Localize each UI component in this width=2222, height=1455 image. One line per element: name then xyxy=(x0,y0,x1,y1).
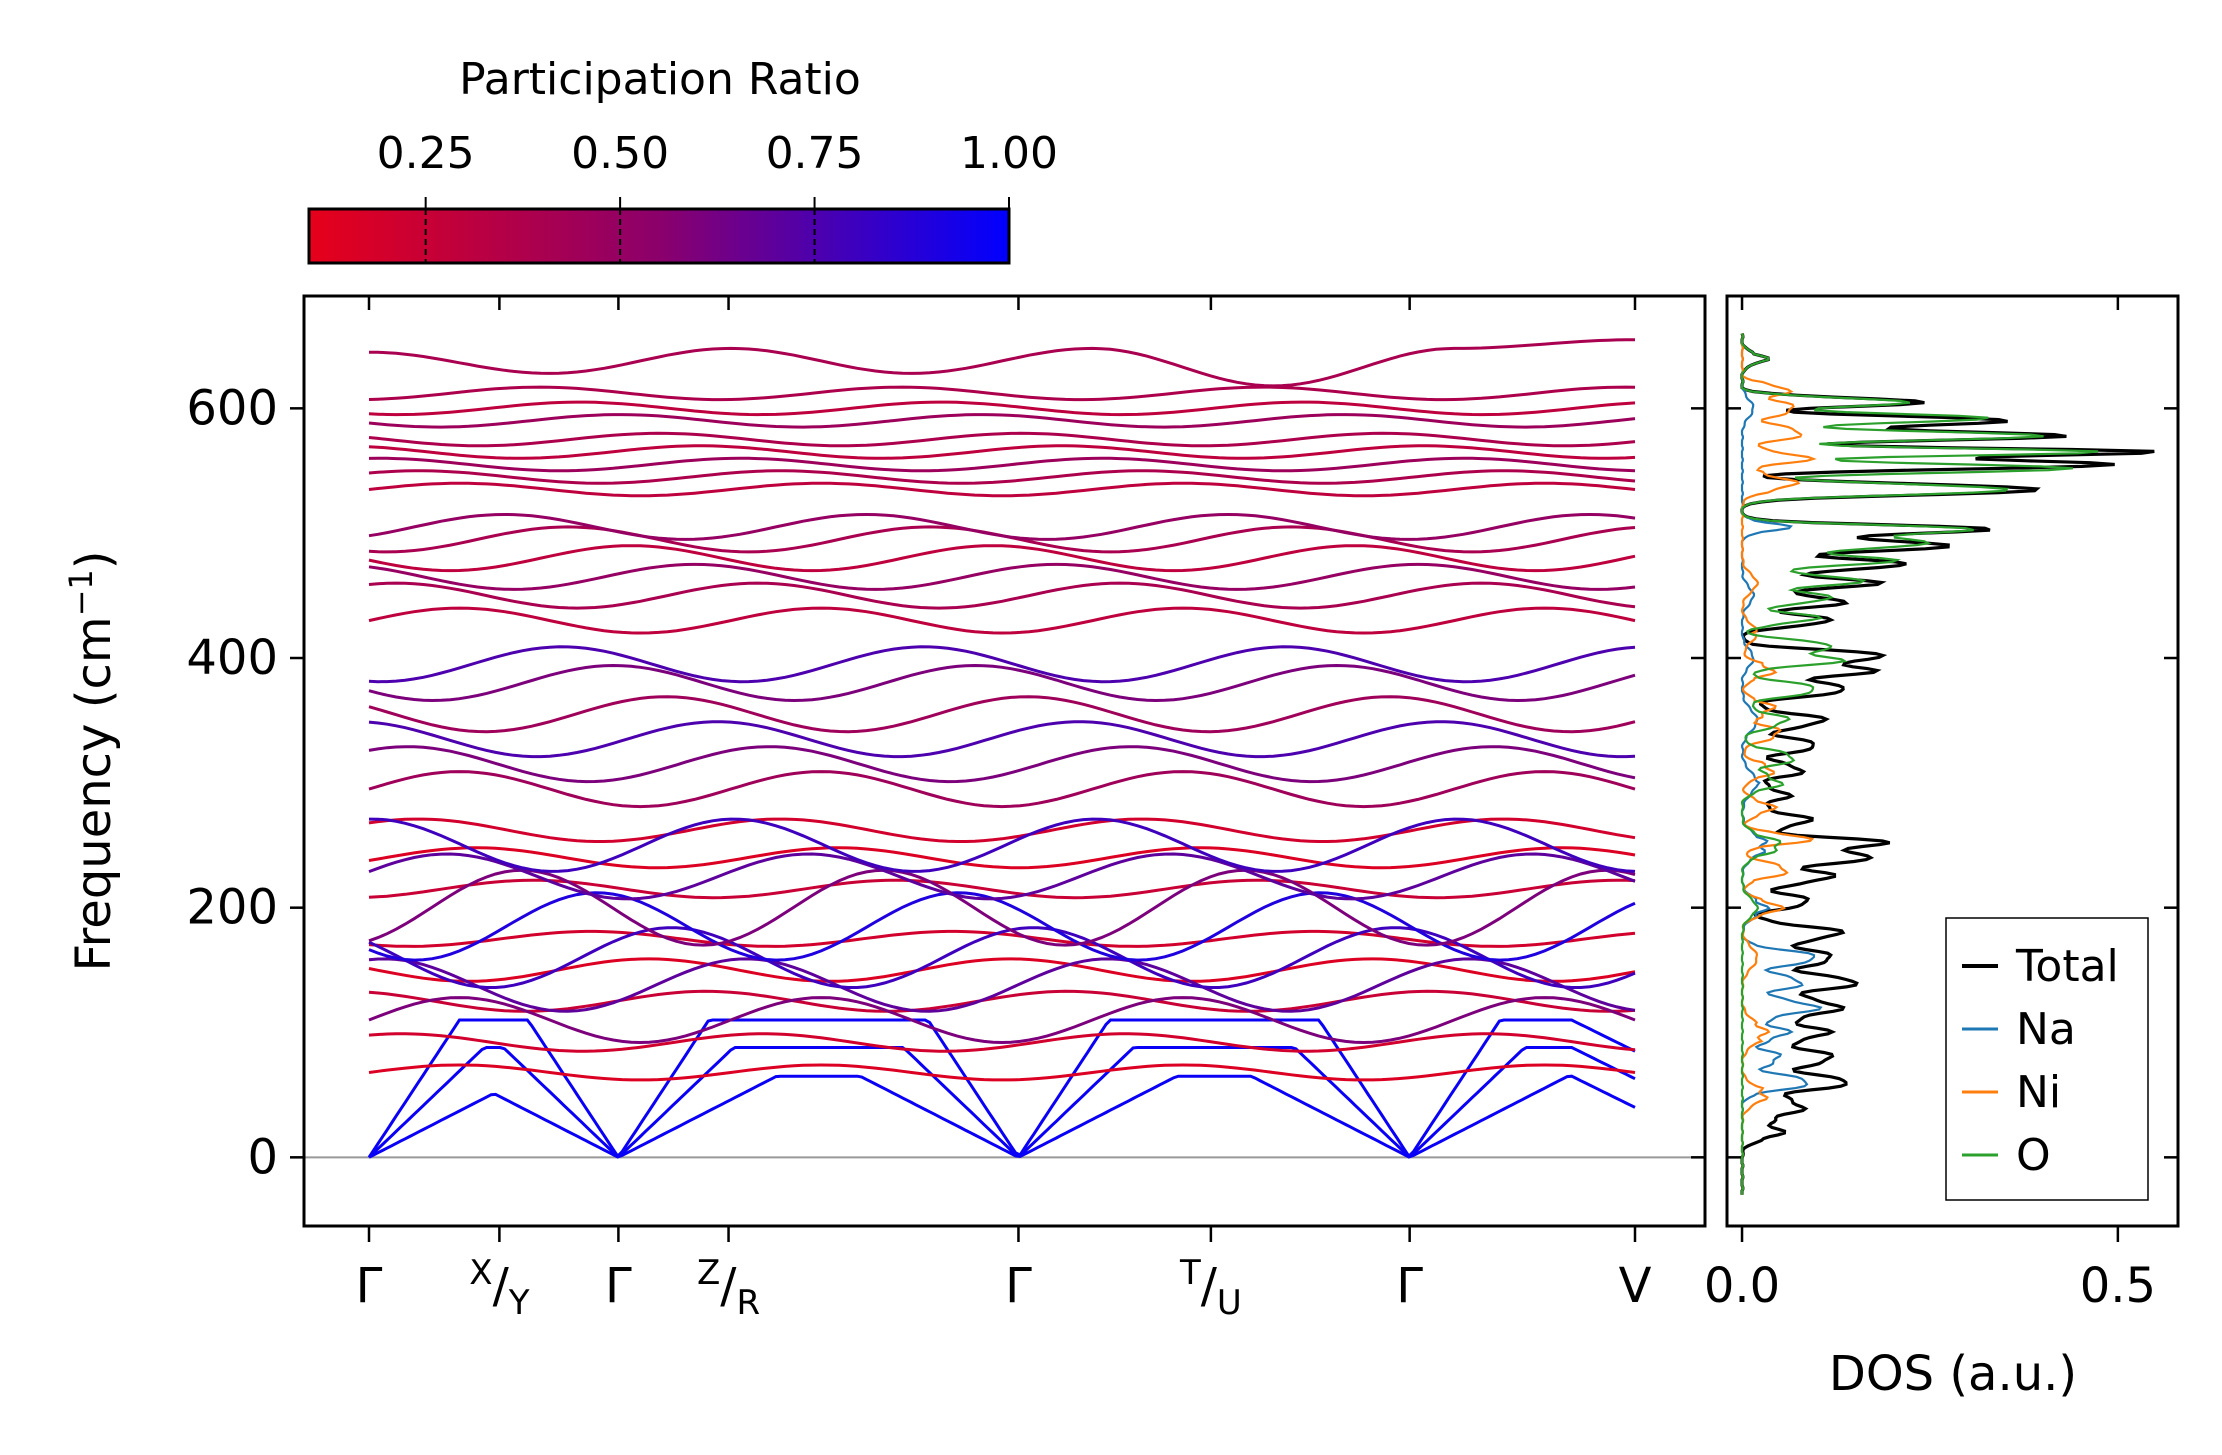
optical-band-top xyxy=(368,431,1636,448)
highest-band xyxy=(368,338,1635,388)
optical-band-low-pr xyxy=(368,817,1636,843)
high-symmetry-label: X/Y xyxy=(469,1253,529,1323)
colorbar-tick-label: 0.50 xyxy=(571,128,669,179)
optical-band-top xyxy=(368,444,1636,460)
acoustic-band xyxy=(367,1018,1636,1159)
dos-line-ni xyxy=(1740,333,1817,1195)
high-symmetry-label-sub: R xyxy=(736,1283,760,1323)
high-symmetry-label: T/U xyxy=(1179,1253,1242,1323)
optical-band-top xyxy=(368,456,1636,473)
optical-band-mid xyxy=(368,645,1636,684)
optical-band-low-pr xyxy=(368,846,1636,870)
optical-band-top xyxy=(368,481,1636,498)
legend-label: O xyxy=(2016,1130,2051,1181)
y-axis-label-close: ) xyxy=(66,550,122,569)
high-symmetry-label-sup: T xyxy=(1179,1253,1201,1293)
high-symmetry-label-slash: / xyxy=(493,1258,510,1314)
y-axis-label: Frequency (cm−1) xyxy=(62,550,122,971)
high-symmetry-label: Z/R xyxy=(697,1253,760,1323)
optical-band-top xyxy=(368,385,1636,402)
colorbar-title: Participation Ratio xyxy=(459,54,861,105)
optical-band-mid xyxy=(368,695,1636,734)
optical-band-upper xyxy=(368,581,1636,610)
colorbar-tick-label: 0.75 xyxy=(766,128,864,179)
high-symmetry-label-slash: / xyxy=(1201,1258,1218,1314)
optical-band-mixed-pr xyxy=(368,891,1636,962)
optical-band-low-pr xyxy=(368,929,1636,948)
legend-label: Ni xyxy=(2016,1067,2061,1118)
optical-band-low-pr xyxy=(368,1063,1636,1082)
optical-band-mid xyxy=(368,770,1636,809)
y-tick-label: 600 xyxy=(186,380,278,436)
dos-plot-frame xyxy=(1725,294,2180,1228)
high-symmetry-label-sup: X xyxy=(469,1253,492,1293)
dos-panel: 0.0 0.5 DOS (a.u.) Total Na Ni O xyxy=(1704,294,2180,1402)
high-symmetry-label-sub: U xyxy=(1217,1283,1242,1323)
high-symmetry-label-sub: Y xyxy=(508,1283,530,1323)
optical-band-top xyxy=(368,469,1636,485)
optical-band-mid xyxy=(368,720,1636,759)
acoustic-band xyxy=(367,1046,1636,1159)
optical-band-mixed-pr xyxy=(368,852,1636,901)
high-symmetry-label-slash: / xyxy=(720,1258,737,1314)
dos-legend: Total Na Ni O xyxy=(1945,917,2149,1201)
dos-x-tick-label: 0.5 xyxy=(2080,1258,2156,1314)
band-plot-frame xyxy=(302,294,1707,1228)
acoustic-band xyxy=(368,1074,1636,1159)
optical-band-mixed-pr xyxy=(368,996,1636,1045)
optical-band-top xyxy=(368,400,1636,417)
optical-band-low-pr xyxy=(368,878,1636,900)
y-tick-label: 200 xyxy=(186,880,278,936)
optical-band-mixed-pr xyxy=(368,868,1636,947)
colorbar-tick-label: 0.25 xyxy=(377,128,475,179)
colorbar-gradient xyxy=(307,207,1011,265)
optical-band-low-pr xyxy=(368,957,1636,983)
optical-band-mixed-pr xyxy=(368,926,1636,989)
optical-band-upper xyxy=(368,606,1636,635)
optical-band-low-pr xyxy=(368,1032,1636,1053)
high-symmetry-label: Γ xyxy=(1396,1258,1423,1314)
dos-x-tick-label: 0.0 xyxy=(1704,1258,1780,1314)
high-symmetry-label: V xyxy=(1619,1258,1652,1314)
dos-line-total xyxy=(1740,332,2155,1195)
high-symmetry-label: Γ xyxy=(1005,1258,1032,1314)
high-symmetry-label: Γ xyxy=(356,1258,383,1314)
optical-band-upper xyxy=(368,562,1636,591)
colorbar: Participation Ratio 0.25 0.50 0.75 1.00 xyxy=(307,54,1058,265)
y-axis-label-main: Frequency (cm xyxy=(66,616,122,971)
optical-band-mixed-pr xyxy=(368,957,1636,1013)
optical-band-low-pr xyxy=(368,989,1636,1013)
dos-x-axis-label: DOS (a.u.) xyxy=(1829,1346,2077,1402)
optical-band-top xyxy=(368,413,1636,429)
dos-line-o xyxy=(1740,333,2099,1195)
optical-band-upper xyxy=(368,544,1636,573)
y-tick-label: 0 xyxy=(247,1129,278,1185)
high-symmetry-label: Γ xyxy=(605,1258,632,1314)
dos-line-na xyxy=(1740,333,1823,1195)
high-symmetry-label-sup: Z xyxy=(697,1253,720,1293)
legend-label: Na xyxy=(2016,1004,2076,1055)
optical-band-mid xyxy=(368,663,1636,703)
optical-band-mixed-pr xyxy=(368,817,1636,873)
y-tick-label: 400 xyxy=(186,630,278,686)
colorbar-tick-label: 1.00 xyxy=(960,128,1058,179)
optical-band-upper xyxy=(368,512,1636,541)
optical-band-mid xyxy=(368,745,1636,784)
y-axis-label-superscript: −1 xyxy=(62,569,100,616)
optical-band-upper xyxy=(368,525,1636,554)
legend-label: Total xyxy=(2015,941,2119,992)
